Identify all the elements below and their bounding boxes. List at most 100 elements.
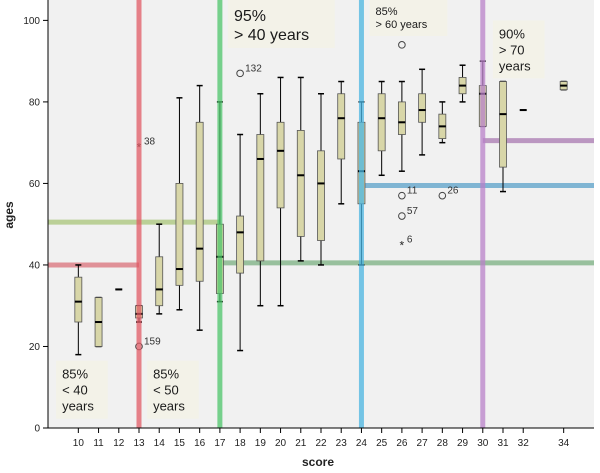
x-tick-label: 14 <box>154 438 166 449</box>
box-iqr <box>377 93 386 152</box>
x-tick-label: 30 <box>477 438 489 449</box>
x-tick-label: 23 <box>336 438 348 449</box>
x-tick-label: 17 <box>214 438 226 449</box>
annotation-3: 85%> 60 years <box>369 0 448 36</box>
box-iqr <box>397 101 406 135</box>
outlier-label-0: 38 <box>144 137 156 148</box>
box-iqr <box>418 93 427 123</box>
x-tick-label: 29 <box>457 438 469 449</box>
annotation-box <box>56 360 108 419</box>
x-tick-label: 11 <box>93 438 104 449</box>
outlier-circle-5 <box>398 212 406 220</box>
y-tick-label: 100 <box>23 16 40 27</box>
y-tick-label: 80 <box>29 97 41 108</box>
reference-vlines <box>136 0 486 428</box>
box-score-16 <box>195 84 204 331</box>
x-tick-label: 12 <box>113 438 125 449</box>
x-tick-label: 10 <box>73 438 85 449</box>
box-iqr <box>337 93 346 160</box>
x-axis-title: score <box>302 455 334 469</box>
box-score-11 <box>94 296 103 348</box>
annotation-box <box>492 20 545 79</box>
box-iqr <box>296 130 305 237</box>
annotation-line: > 70 <box>499 42 525 57</box>
annotation-box <box>147 360 199 419</box>
annotation-box <box>227 0 335 48</box>
annotation-line: 85% <box>376 6 398 18</box>
box-score-14 <box>155 223 164 315</box>
box-score-19 <box>256 93 265 307</box>
outlier-label-1: 159 <box>144 336 161 347</box>
outlier-label-7: 26 <box>447 186 459 197</box>
x-tick-label: 19 <box>255 438 267 449</box>
outlier-circle-4 <box>398 191 406 200</box>
x-tick-label: 32 <box>518 438 530 449</box>
box-iqr <box>195 121 204 282</box>
y-tick-label: 0 <box>34 424 40 435</box>
annotation-box <box>369 0 448 36</box>
annotation-line: > 40 years <box>234 27 309 44</box>
x-tick-label: 31 <box>497 438 509 449</box>
x-tick-label: 26 <box>396 438 408 449</box>
reference-hlines <box>48 138 594 268</box>
box-iqr <box>155 256 164 307</box>
x-tick-label: 21 <box>295 438 307 449</box>
x-tick-label: 34 <box>558 438 570 449</box>
annotation-line: years <box>153 399 185 414</box>
x-tick-label: 13 <box>133 438 145 449</box>
outlier-label-5: 57 <box>407 206 419 217</box>
annotation-line: < 50 <box>153 383 179 398</box>
annotation-line: years <box>62 399 94 414</box>
x-tick-label: 28 <box>437 438 449 449</box>
axes: 0 20 40 60 80 100 10 11 12 13 14 15 16 17 18 19 20 21 22 23… <box>23 0 594 449</box>
box-score-25 <box>377 80 386 177</box>
box-iqr <box>276 121 285 209</box>
y-tick-label: 20 <box>29 342 41 353</box>
outlier-star-6: * <box>400 239 405 253</box>
annotation-line: < 40 <box>62 383 88 398</box>
x-tick-label: 18 <box>235 438 247 449</box>
box-score-34 <box>559 80 568 91</box>
y-axis-title: ages <box>2 201 16 229</box>
box-iqr <box>256 134 265 262</box>
box-score-22 <box>317 93 325 266</box>
box-score-10 <box>74 264 83 356</box>
box-iqr <box>317 150 325 241</box>
box-score-20 <box>276 76 285 307</box>
outlier-circle-7 <box>438 191 447 200</box>
box-score-18 <box>236 133 245 352</box>
outlier-label-4: 11 <box>407 186 418 197</box>
x-tick-label: 27 <box>417 438 429 449</box>
outlier-circle-3 <box>398 41 406 49</box>
y-tick-label: 40 <box>29 260 41 271</box>
box-iqr <box>236 215 245 274</box>
annotation-line: years <box>499 58 531 73</box>
annotation-line: 85% <box>62 367 88 382</box>
x-tick-label: 22 <box>315 438 327 449</box>
x-tick-label: 16 <box>194 438 206 449</box>
annotation-line: 95% <box>234 8 266 25</box>
x-tick-label: 20 <box>275 438 287 449</box>
box-score-26 <box>397 80 406 172</box>
outlier-label-6: 6 <box>407 235 413 246</box>
x-tick-label: 15 <box>174 438 186 449</box>
x-tick-label: 24 <box>356 438 368 449</box>
box-score-29 <box>458 64 467 103</box>
box-score-15 <box>175 97 184 311</box>
box-score-23 <box>337 80 346 205</box>
x-tick-label: 25 <box>376 438 388 449</box>
box-iqr <box>74 276 83 323</box>
annotation-2: 95% > 40 years <box>227 0 335 48</box>
annotation-line: 90% <box>499 26 525 41</box>
box-iqr <box>499 81 507 168</box>
y-tick-label: 60 <box>29 179 41 190</box>
box-score-28 <box>438 101 447 144</box>
box-score-27 <box>418 68 427 156</box>
box-iqr <box>175 183 184 286</box>
outlier-circle-2 <box>236 69 244 78</box>
annotation-line: 85% <box>153 367 179 382</box>
